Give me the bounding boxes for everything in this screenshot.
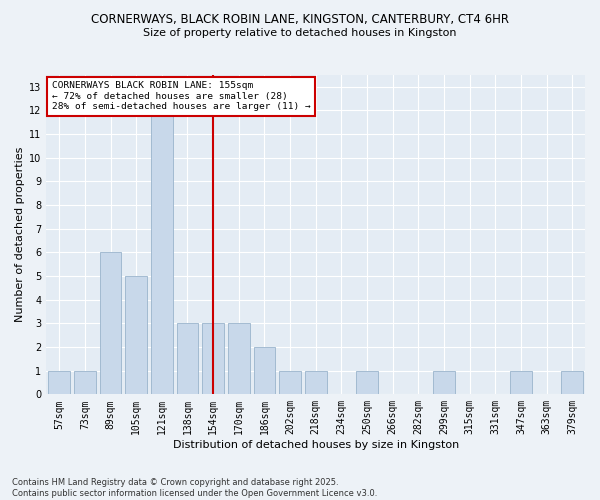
Text: CORNERWAYS, BLACK ROBIN LANE, KINGSTON, CANTERBURY, CT4 6HR: CORNERWAYS, BLACK ROBIN LANE, KINGSTON, … [91, 12, 509, 26]
Bar [356, 370, 378, 394]
Bar [74, 370, 96, 394]
Bar [305, 370, 326, 394]
Y-axis label: Number of detached properties: Number of detached properties [15, 147, 25, 322]
Bar [254, 347, 275, 395]
Text: Size of property relative to detached houses in Kingston: Size of property relative to detached ho… [143, 28, 457, 38]
Bar [49, 370, 70, 394]
Text: CORNERWAYS BLACK ROBIN LANE: 155sqm
← 72% of detached houses are smaller (28)
28: CORNERWAYS BLACK ROBIN LANE: 155sqm ← 72… [52, 82, 311, 111]
Bar [279, 370, 301, 394]
Bar [176, 324, 199, 394]
Bar [125, 276, 147, 394]
Bar [433, 370, 455, 394]
Bar [151, 87, 173, 394]
Bar [100, 252, 121, 394]
Bar [202, 324, 224, 394]
Bar [561, 370, 583, 394]
Bar [510, 370, 532, 394]
X-axis label: Distribution of detached houses by size in Kingston: Distribution of detached houses by size … [173, 440, 459, 450]
Bar [228, 324, 250, 394]
Text: Contains HM Land Registry data © Crown copyright and database right 2025.
Contai: Contains HM Land Registry data © Crown c… [12, 478, 377, 498]
